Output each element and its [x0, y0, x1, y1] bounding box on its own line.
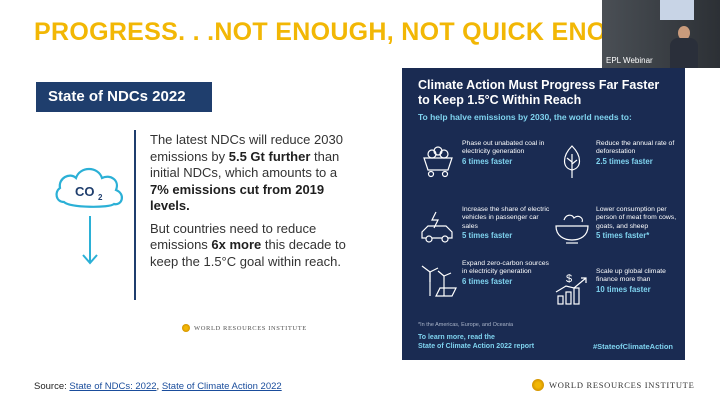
ndc-divider [134, 130, 136, 300]
ndc-section-title: State of NDCs 2022 [36, 82, 212, 112]
infographic-title: Climate Action Must Progress Far Faster … [418, 78, 660, 107]
item-meat-text: Lower consumption per person of meat fro… [596, 206, 677, 230]
coal-cart-icon [423, 146, 453, 178]
source-link-climate-action[interactable]: State of Climate Action 2022 [161, 381, 282, 392]
item-coal-text: Phase out unabated coal in electricity g… [462, 140, 545, 156]
wri-small-label: WORLD RESOURCES INSTITUTE [194, 324, 307, 332]
co2-cloud-icon: CO 2 [55, 167, 123, 265]
wri-globe-footer-icon [532, 379, 544, 391]
item-zero-carbon-text: Expand zero-carbon sources in electricit… [462, 260, 549, 276]
ndc-paragraph-1: The latest NDCs will reduce 2030 emissio… [150, 132, 350, 215]
item-finance-emph: 10 times faster [596, 284, 651, 294]
ndc-p2-text-c: this decade to keep the 1.5°C goal withi… [150, 237, 346, 269]
infographic-hashtag: #StateofClimateAction [592, 342, 673, 351]
webcam-projector-screen [660, 0, 694, 20]
item-deforestation-text: Reduce the annual rate of deforestation [596, 140, 675, 156]
finance-growth-icon: $ [555, 273, 587, 305]
source-link-ndcs[interactable]: State of NDCs: 2022 [69, 381, 157, 392]
ndc-p2-bold-6x: 6x more [211, 237, 262, 252]
wri-logo-footer: WORLD RESOURCES INSTITUTE [532, 379, 694, 391]
item-coal-emph: 6 times faster [462, 156, 513, 166]
ndc-body-text: The latest NDCs will reduce 2030 emissio… [150, 132, 350, 276]
item-finance-text: Scale up global climate finance more tha… [596, 268, 666, 284]
item-zero-carbon-emph: 6 times faster [462, 276, 513, 286]
infographic-footnote: *In the Americas, Europe, and Oceania [418, 322, 514, 328]
infographic-item-zero-carbon: Expand zero-carbon sources in electricit… [418, 260, 549, 310]
presenter-head [678, 26, 690, 40]
slide-headline: PROGRESS. . .NOT ENOUGH, NOT QUICK ENO [34, 18, 604, 46]
wri-globe-icon [182, 324, 190, 332]
ndc-p1-text-a: The latest NDCs will reduce 2030 emissio… [150, 132, 343, 164]
infographic-item-coal: Phase out unabated coal in electricity g… [418, 140, 548, 190]
ndc-paragraph-2: But countries need to reduce emissions 6… [150, 221, 350, 271]
source-separator: , [156, 381, 162, 392]
ndc-p1-bold-cut: 7% emissions cut from 2019 levels. [150, 181, 325, 214]
ndc-p2-text-a: But countries need to reduce emissions [150, 220, 317, 253]
infographic-item-deforestation: Reduce the annual rate of deforestation … [552, 140, 682, 190]
presenter-body [670, 38, 698, 68]
infographic-item-meat: Lower consumption per person of meat fro… [552, 206, 682, 256]
item-ev-emph: 5 times faster [462, 231, 513, 241]
infographic-item-finance: $ Scale up global climate finance more t… [552, 268, 682, 318]
co2-subscript: 2 [98, 193, 103, 202]
tree-icon [563, 145, 581, 178]
infographic-item-ev: Increase the share of electric vehicles … [418, 206, 550, 256]
item-ev-text: Increase the share of electric vehicles … [462, 206, 550, 230]
learn-more-line-2: State of Climate Action 2022 report [418, 342, 535, 350]
source-prefix: Source: [34, 381, 70, 392]
infographic-subtitle: To help halve emissions by 2030, the wor… [418, 112, 632, 122]
ndc-p1-text-c: than initial NDCs, which amounts to a [150, 148, 340, 181]
webcam-video[interactable]: EPL Webinar [602, 0, 720, 68]
wri-footer-label: WORLD RESOURCES INSTITUTE [549, 380, 695, 390]
climate-action-infographic: Climate Action Must Progress Far Faster … [402, 68, 685, 360]
food-bowl-icon [555, 214, 589, 244]
webcam-label: EPL Webinar [606, 56, 653, 65]
ndc-p1-bold-gt: 5.5 Gt further [228, 148, 311, 164]
electric-car-icon [421, 211, 453, 243]
infographic-learn-more: To learn more, read the State of Climate… [418, 334, 534, 351]
item-meat-emph: 5 times faster* [596, 231, 650, 241]
source-citation: Source: State of NDCs: 2022, State of Cl… [34, 381, 282, 392]
wri-logo-small: WORLD RESOURCES INSTITUTE [182, 324, 307, 332]
learn-more-line-1: To learn more, read the [418, 334, 495, 341]
dollar-sign: $ [566, 273, 572, 285]
wind-solar-icon [421, 265, 457, 297]
co2-label: CO [75, 184, 95, 199]
item-deforestation-emph: 2.5 times faster [596, 156, 653, 166]
